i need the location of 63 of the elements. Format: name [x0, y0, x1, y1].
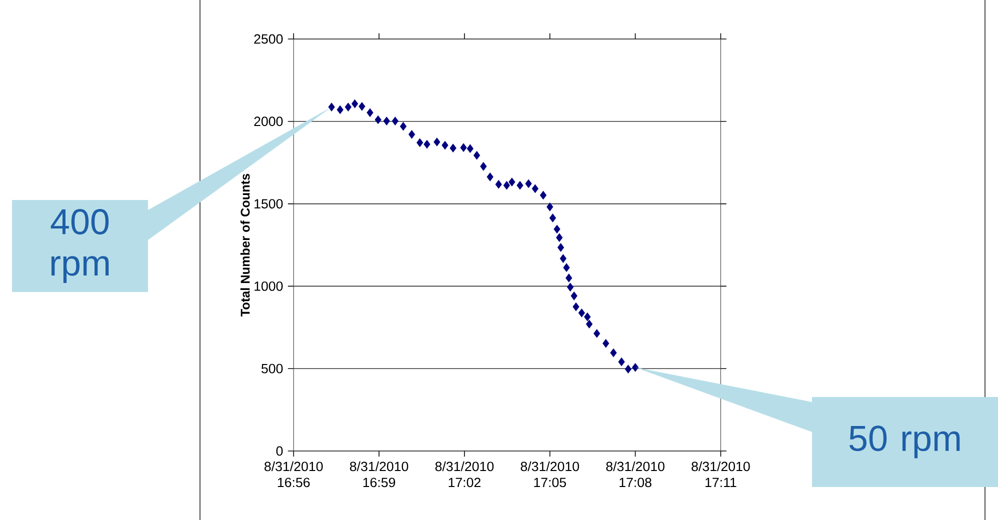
- point: [392, 116, 398, 126]
- point: [480, 162, 487, 171]
- point: [546, 202, 554, 212]
- y-tick-label: 2500: [254, 34, 283, 44]
- x-tick-label: 8/31/2010 16:56: [264, 461, 323, 488]
- point: [352, 99, 358, 108]
- point: [434, 138, 440, 146]
- point: [558, 243, 564, 252]
- point: [540, 190, 546, 200]
- x-tick-label: 8/31/2010 16:59: [350, 461, 408, 488]
- point: [344, 102, 352, 112]
- y-tick-label: 0: [276, 446, 283, 456]
- x-tick-label: 8/31/2010 17:02: [435, 461, 494, 488]
- point: [618, 358, 625, 366]
- point: [328, 102, 335, 112]
- point: [549, 214, 556, 222]
- point: [525, 179, 532, 188]
- x-tick-label: 8/31/2010 17:11: [692, 461, 750, 488]
- point: [383, 116, 390, 126]
- point: [578, 308, 585, 318]
- point: [602, 339, 610, 348]
- point: [460, 143, 467, 152]
- y-tick-label: 1000: [254, 281, 283, 291]
- y-tick-label: 500: [262, 364, 283, 374]
- point: [560, 254, 566, 263]
- x-tick-label: 8/31/2010 17:08: [606, 461, 664, 488]
- point: [408, 130, 416, 139]
- point: [556, 233, 563, 242]
- point: [624, 364, 632, 374]
- point: [532, 184, 538, 193]
- point: [516, 181, 524, 190]
- point: [566, 274, 572, 282]
- point: [474, 151, 480, 160]
- point: [486, 172, 494, 182]
- point: [336, 105, 344, 114]
- point: [563, 263, 570, 272]
- point: [632, 363, 639, 372]
- point: [610, 348, 617, 358]
- point: [567, 282, 574, 292]
- point: [400, 122, 407, 131]
- point: [584, 312, 591, 322]
- text: 50 rpm: [849, 426, 960, 458]
- point: [358, 102, 366, 111]
- point: [572, 302, 580, 312]
- y-axis-title: Total Number of Counts: [240, 174, 250, 316]
- point: [366, 108, 374, 117]
- x-tick-label: 8/31/2010 17:05: [520, 461, 580, 488]
- point: [416, 138, 424, 147]
- point: [508, 178, 516, 186]
- point: [442, 141, 448, 150]
- point: [594, 329, 600, 338]
- point: [374, 115, 382, 124]
- y-tick-label: 2000: [254, 116, 283, 126]
- point: [586, 320, 593, 328]
- point: [424, 140, 430, 149]
- point: [450, 144, 456, 152]
- text: 400 rpm: [50, 209, 109, 283]
- y-tick-label: 1500: [254, 199, 283, 209]
- point: [570, 292, 578, 300]
- point: [554, 224, 560, 234]
- point: [466, 144, 474, 153]
- point: [503, 181, 510, 190]
- point: [495, 180, 502, 189]
